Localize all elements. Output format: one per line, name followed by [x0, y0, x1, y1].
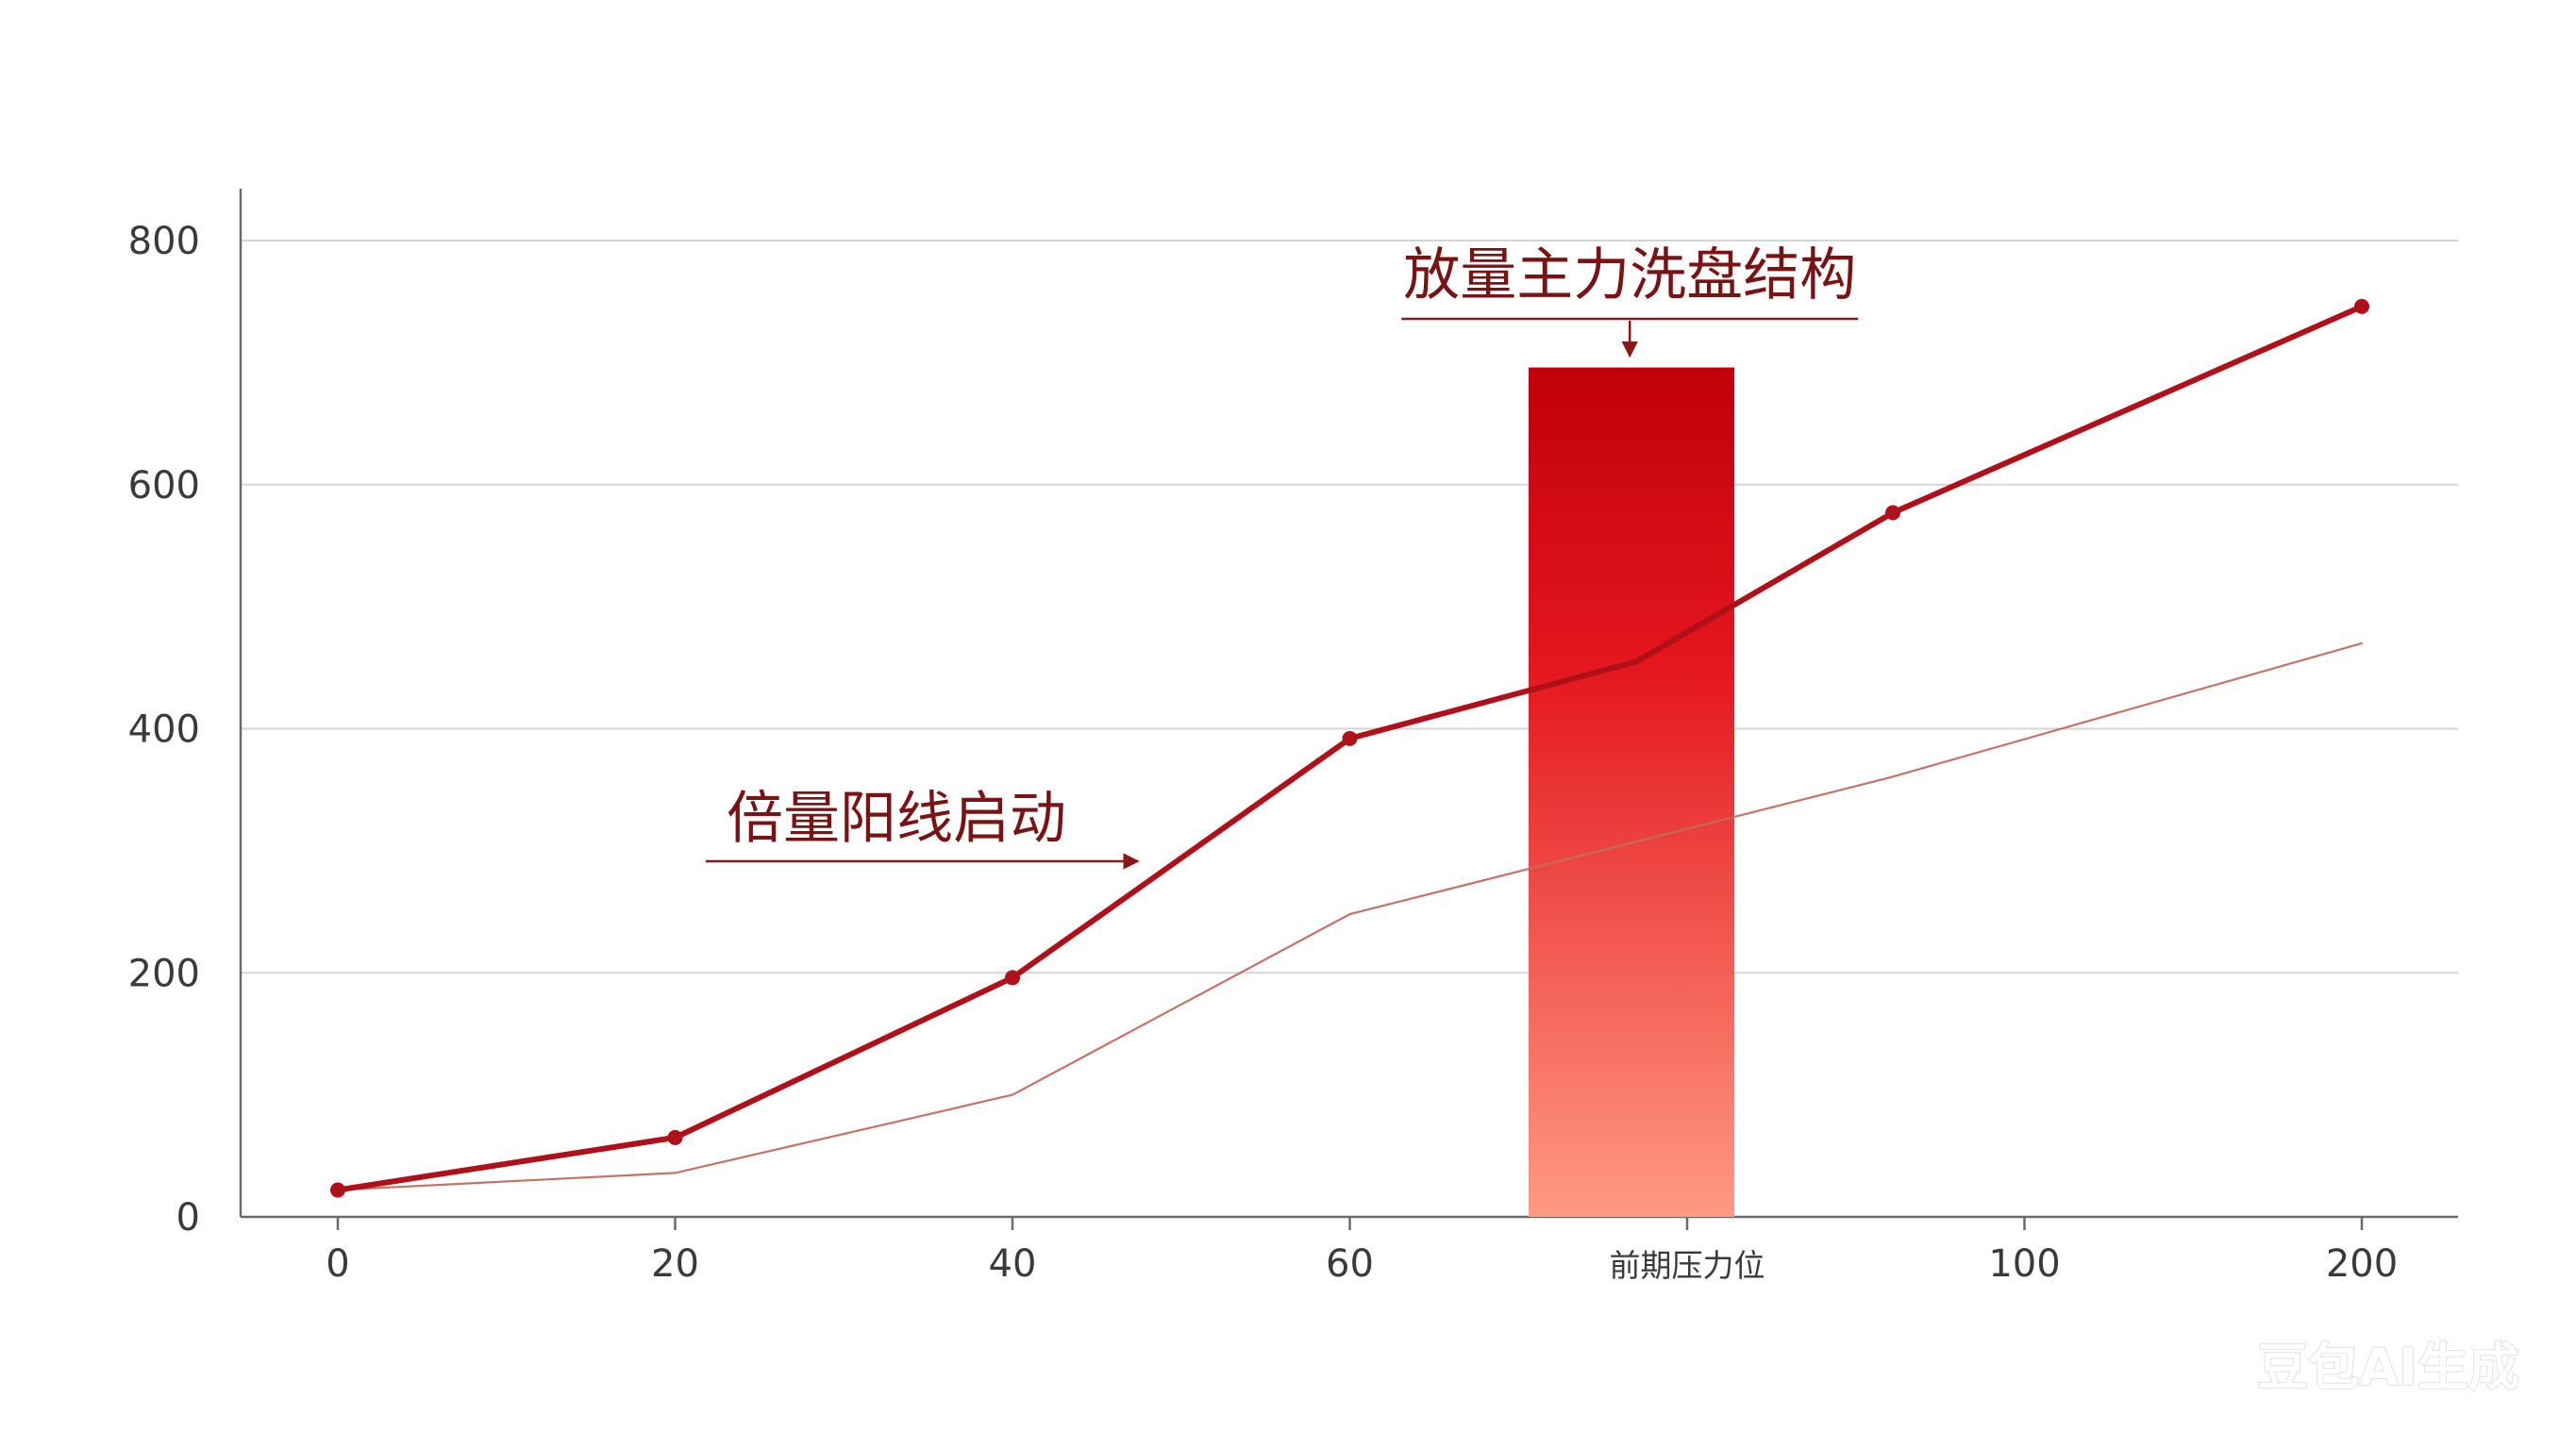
highlight-bar-layer — [1528, 367, 1735, 1217]
series-layer — [330, 298, 2369, 1198]
y-tick-label-400: 400 — [128, 708, 200, 752]
series-point-0-5 — [1885, 505, 1901, 521]
x-tick-label-4: 前期压力位 — [1610, 1247, 1765, 1284]
annotation-label-1: 倍量阳线启动 — [727, 786, 1066, 852]
x-tick-label-6: 200 — [2326, 1242, 2398, 1286]
y-tick-label-800: 800 — [128, 220, 200, 263]
axes — [239, 189, 2458, 1230]
x-tick-label-1: 20 — [651, 1242, 699, 1286]
y-tick-label-200: 200 — [128, 952, 200, 995]
x-tick-label-3: 60 — [1326, 1242, 1374, 1286]
series-point-0-3 — [1342, 730, 1358, 746]
series-point-0-6 — [2354, 298, 2369, 314]
annotation-label-0: 放量主力洗盘结构 — [1403, 242, 1856, 308]
highlight-bar — [1528, 367, 1735, 1217]
x-tick-label-0: 0 — [326, 1242, 349, 1286]
series-point-0-0 — [330, 1182, 345, 1198]
y-tick-label-0: 0 — [176, 1196, 200, 1240]
series-point-0-2 — [1005, 970, 1020, 986]
series-line-0 — [335, 303, 2365, 1193]
x-tick-label-5: 100 — [1988, 1242, 2060, 1286]
y-tick-label-600: 600 — [128, 464, 200, 508]
tick-labels: 0 200 400 600 800 0 20 40 60 前期压力位 100 200 — [128, 220, 2399, 1286]
series-point-0-1 — [667, 1129, 683, 1145]
series-line-1 — [336, 641, 2364, 1191]
x-tick-label-2: 40 — [989, 1242, 1037, 1286]
watermark: 豆包AI生成 — [2257, 1338, 2519, 1397]
gridlines — [241, 240, 2458, 974]
